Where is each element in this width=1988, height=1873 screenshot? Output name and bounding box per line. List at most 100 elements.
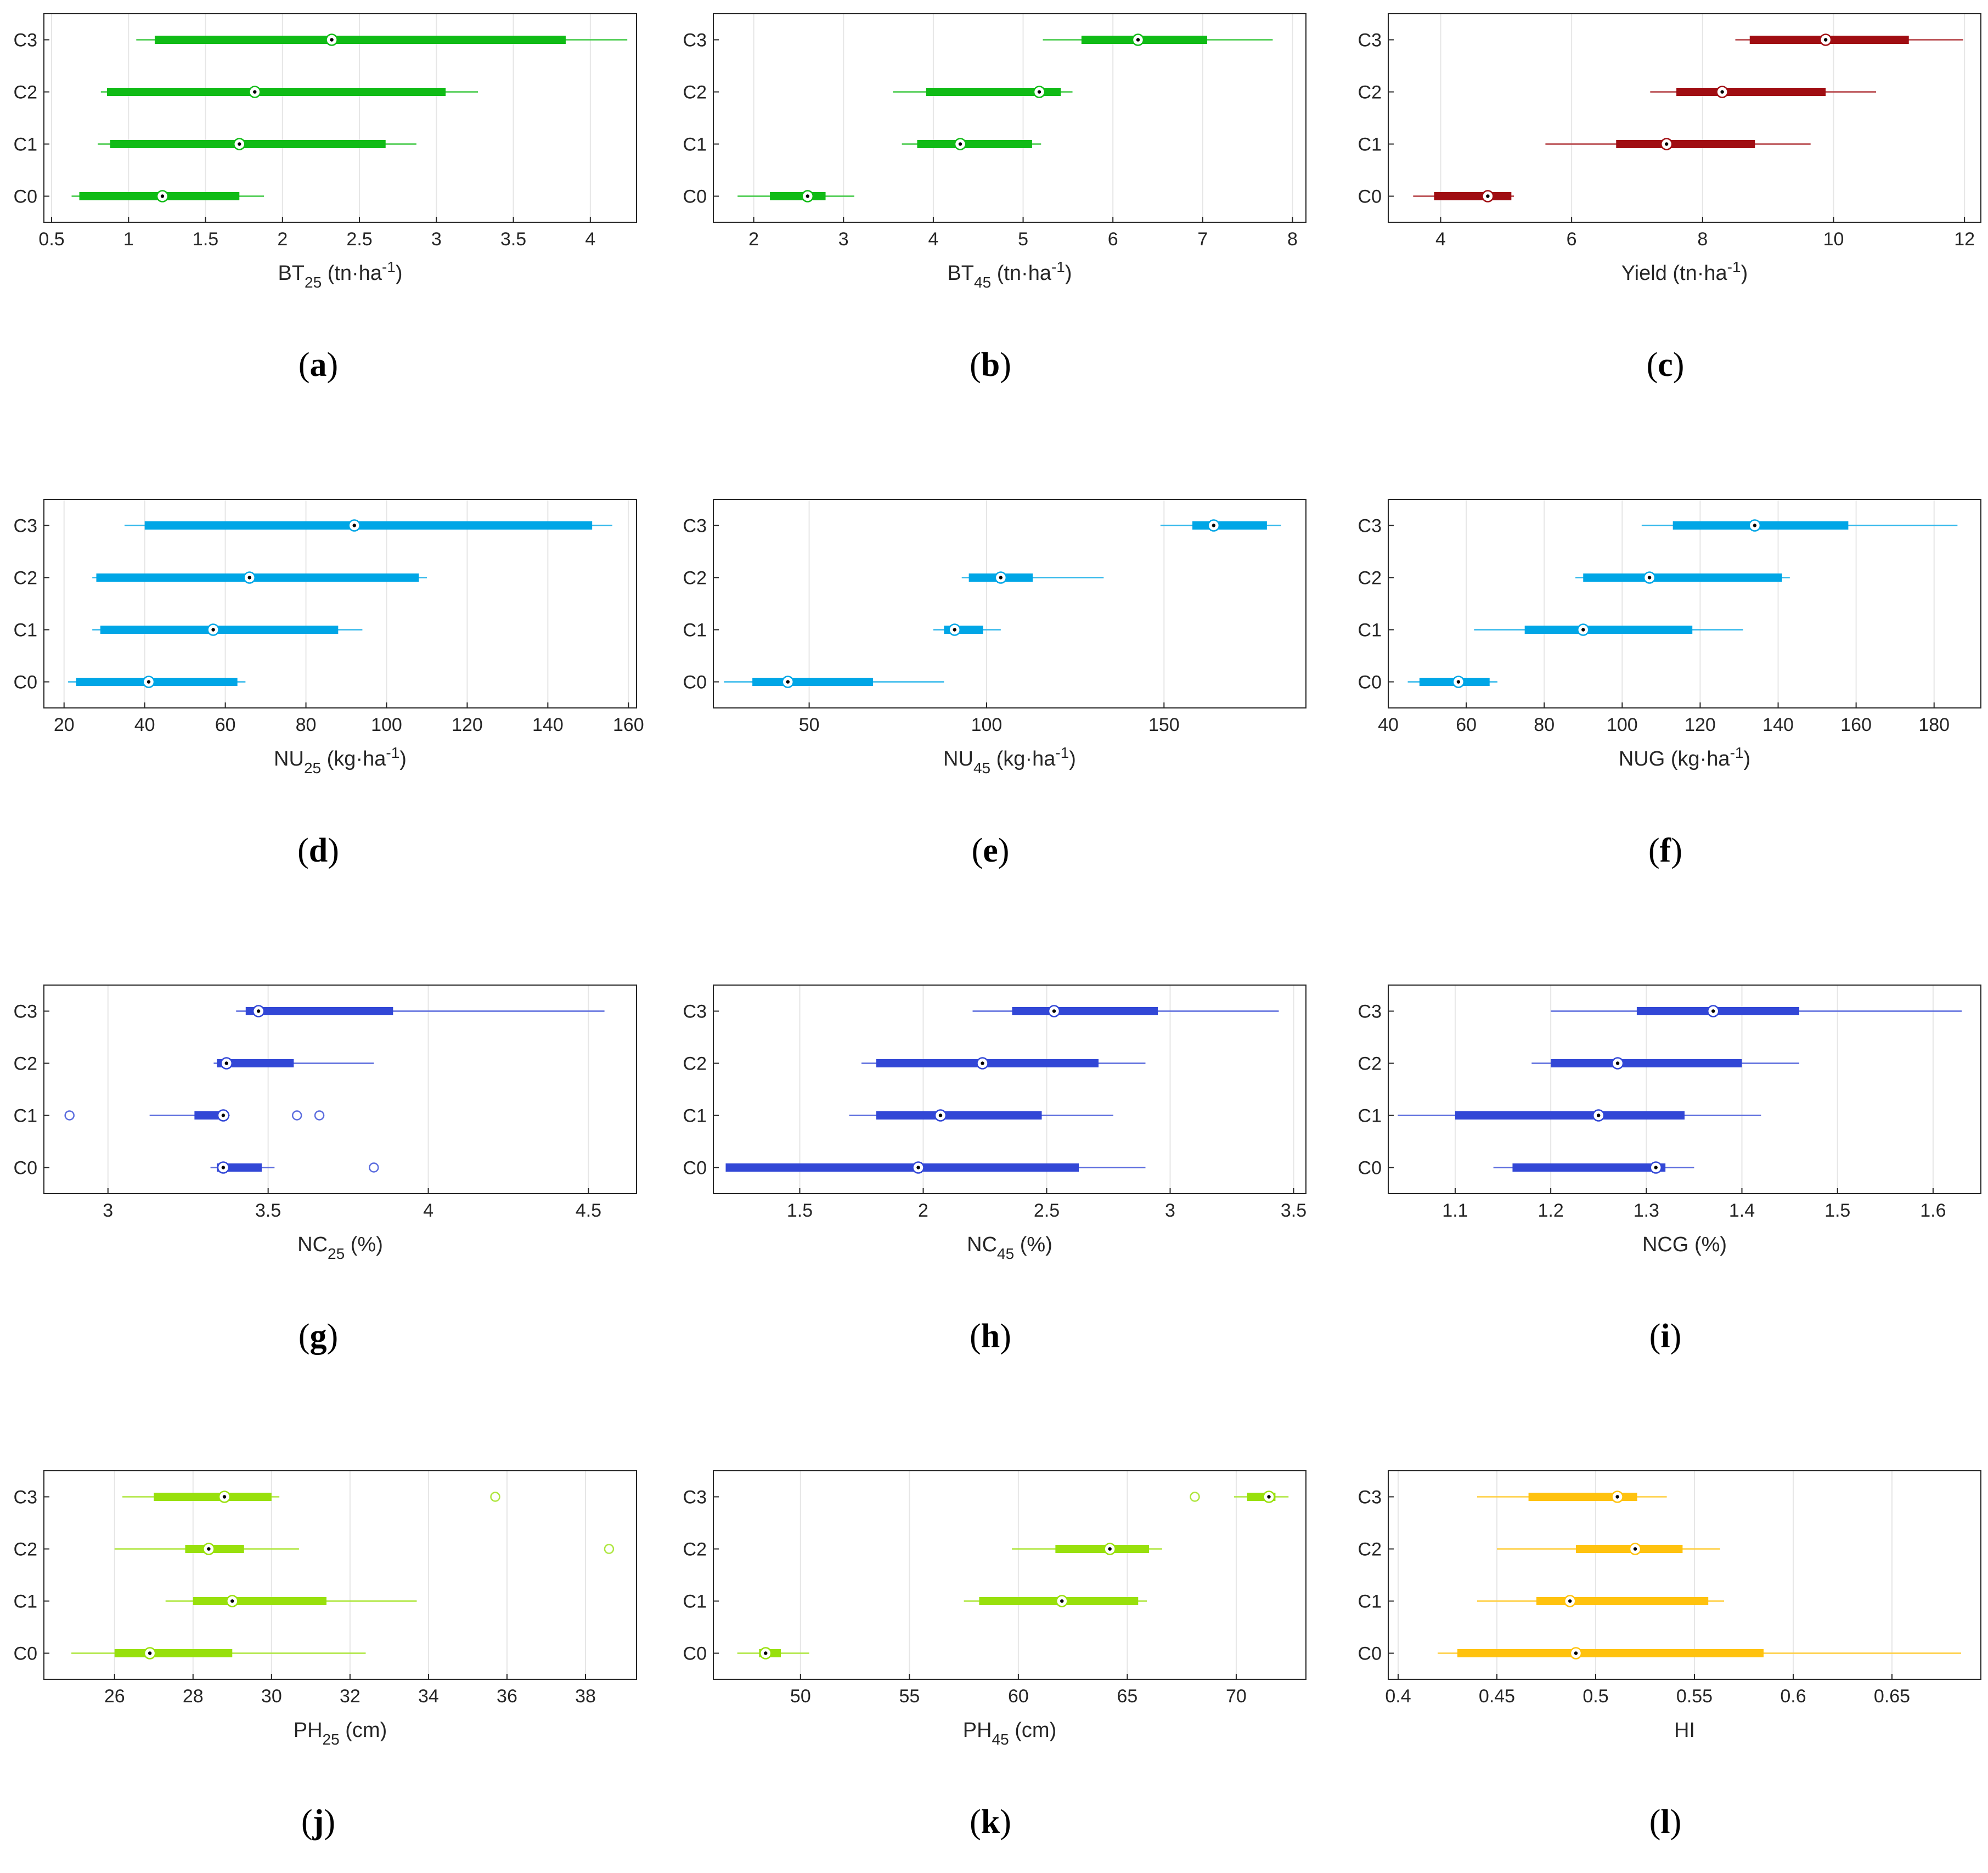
outlier-point xyxy=(490,1492,500,1502)
y-tick-label: C1 xyxy=(14,1591,37,1612)
chart-panel-d: 20 40 60 80 100 120 140 160 C0 C1 C2 C3 NU25 (kg·ha-… xyxy=(14,499,644,777)
x-axis-title: NU25 (kg·ha-1) xyxy=(274,744,407,777)
x-tick-label: 38 xyxy=(575,1686,596,1707)
x-tick-label: 160 xyxy=(1840,715,1872,735)
box-c2 xyxy=(893,86,1073,98)
chart-panel-h: 1.5 2 2.5 3 3.5 C0 C1 C2 C3 NC45 (%) xyxy=(683,985,1306,1262)
x-tick-label: 3.5 xyxy=(500,229,526,250)
panel-letter: h xyxy=(981,1318,1000,1355)
box-c2 xyxy=(1531,1057,1800,1070)
axis-title-subscript: 25 xyxy=(323,1731,340,1748)
x-tick-label: 65 xyxy=(1117,1686,1137,1707)
axis-title-unit: (cm) xyxy=(340,1719,387,1742)
median-dot xyxy=(1568,1599,1572,1603)
axis-title-main: NU xyxy=(274,747,304,770)
chart-panel-f: 40 60 80 100 120 140 160 180 C0 C1 C2 C3 NUG (kg·ha-… xyxy=(1358,499,1981,770)
median-dot xyxy=(160,194,165,198)
y-tick-label: C0 xyxy=(1358,1644,1382,1664)
y-tick-label: C2 xyxy=(683,568,707,589)
x-tick-label: 55 xyxy=(899,1686,920,1707)
median-dot xyxy=(1753,524,1757,527)
panel-letter: e xyxy=(983,832,998,869)
box-c0 xyxy=(1413,190,1514,203)
x-tick-label: 32 xyxy=(340,1686,361,1707)
y-tick-label: C3 xyxy=(14,516,37,537)
y-tick-label: C0 xyxy=(1358,187,1382,207)
y-tick-label: C0 xyxy=(14,1158,37,1179)
x-tick-label: 8 xyxy=(1287,229,1298,250)
y-tick-label: C2 xyxy=(1358,568,1382,589)
x-tick-label: 50 xyxy=(790,1686,811,1707)
x-tick-label: 100 xyxy=(1607,715,1638,735)
x-tick-label: 10 xyxy=(1823,229,1844,250)
axis-title-main: NUG xyxy=(1619,747,1665,770)
median-dot xyxy=(256,1009,261,1013)
x-tick-label: 1.1 xyxy=(1442,1200,1468,1221)
median-dot xyxy=(1720,90,1724,94)
x-axis-title: NCG (%) xyxy=(1642,1233,1727,1256)
y-tick-label: C1 xyxy=(683,1591,707,1612)
median-dot xyxy=(1615,1061,1620,1065)
y-tick-label: C0 xyxy=(1358,1158,1382,1179)
outlier-point xyxy=(369,1162,379,1173)
box-c2 xyxy=(1650,86,1877,98)
axis-title-close: ) xyxy=(396,262,403,285)
y-tick-label: C3 xyxy=(683,1487,707,1508)
x-tick-label: 20 xyxy=(54,715,75,735)
axis-title-main: BT xyxy=(947,262,974,285)
axis-title-close: ) xyxy=(1743,747,1750,770)
axis-title-unit: (%) xyxy=(345,1233,383,1256)
median-dot xyxy=(1711,1009,1715,1013)
box-c2 xyxy=(92,571,427,584)
median-dot xyxy=(1647,576,1652,580)
x-tick-label: 4 xyxy=(585,229,595,250)
box-c0 xyxy=(1493,1161,1694,1174)
plot-area xyxy=(713,499,1306,708)
axis-title-superscript: -1 xyxy=(1051,258,1065,275)
axes-frame xyxy=(43,1470,637,1680)
axis-title-superscript: -1 xyxy=(1727,258,1741,275)
box-c1 xyxy=(92,623,363,636)
x-tick-label: 1.2 xyxy=(1538,1200,1563,1221)
plot-area xyxy=(44,499,637,708)
median-dot xyxy=(1664,142,1669,146)
axis-title-unit: (%) xyxy=(1688,1233,1727,1256)
panel-letter: k xyxy=(981,1803,1000,1841)
panel-caption-h: (h) xyxy=(970,1318,1011,1355)
median-dot xyxy=(352,524,356,527)
axes-frame xyxy=(1388,1470,1981,1680)
median-dot xyxy=(806,194,810,198)
plot-area xyxy=(713,985,1306,1194)
panel-letter: j xyxy=(312,1803,324,1841)
y-tick-label: C0 xyxy=(683,672,707,693)
plot-area xyxy=(44,1471,637,1679)
median-dot xyxy=(221,1113,226,1117)
x-tick-label: 0.5 xyxy=(38,229,64,250)
y-tick-label: C0 xyxy=(1358,672,1382,693)
x-tick-label: 2 xyxy=(277,229,288,250)
box-c2 xyxy=(114,1543,615,1555)
median-dot xyxy=(1574,1651,1578,1655)
axis-title-subscript: 45 xyxy=(974,274,991,291)
box-c2 xyxy=(100,86,478,98)
axes-frame xyxy=(43,13,637,223)
panel-caption-l: (l) xyxy=(1649,1803,1682,1841)
chart-panel-j: 26 28 30 32 34 36 38 C0 C1 C2 C3 PH25 (cm) xyxy=(14,1470,637,1748)
panel-letter: b xyxy=(981,346,1000,384)
x-axis-title: BT45 (tn·ha-1) xyxy=(947,258,1072,291)
x-tick-label: 36 xyxy=(497,1686,517,1707)
y-tick-label: C3 xyxy=(1358,516,1382,537)
x-tick-label: 1.3 xyxy=(1634,1200,1659,1221)
x-tick-label: 120 xyxy=(1685,715,1716,735)
panel-caption-g: (g) xyxy=(298,1318,339,1355)
x-tick-label: 140 xyxy=(532,715,564,735)
outlier-point xyxy=(64,1110,75,1121)
box-c0 xyxy=(68,676,246,688)
x-tick-label: 3.5 xyxy=(1281,1200,1306,1221)
axes-frame xyxy=(1388,13,1981,223)
axis-title-main: HI xyxy=(1674,1719,1695,1742)
axes-frame xyxy=(43,499,637,708)
y-tick-label: C3 xyxy=(683,516,707,537)
x-tick-label: 4.5 xyxy=(576,1200,601,1221)
axis-title-main: NC xyxy=(297,1233,328,1256)
